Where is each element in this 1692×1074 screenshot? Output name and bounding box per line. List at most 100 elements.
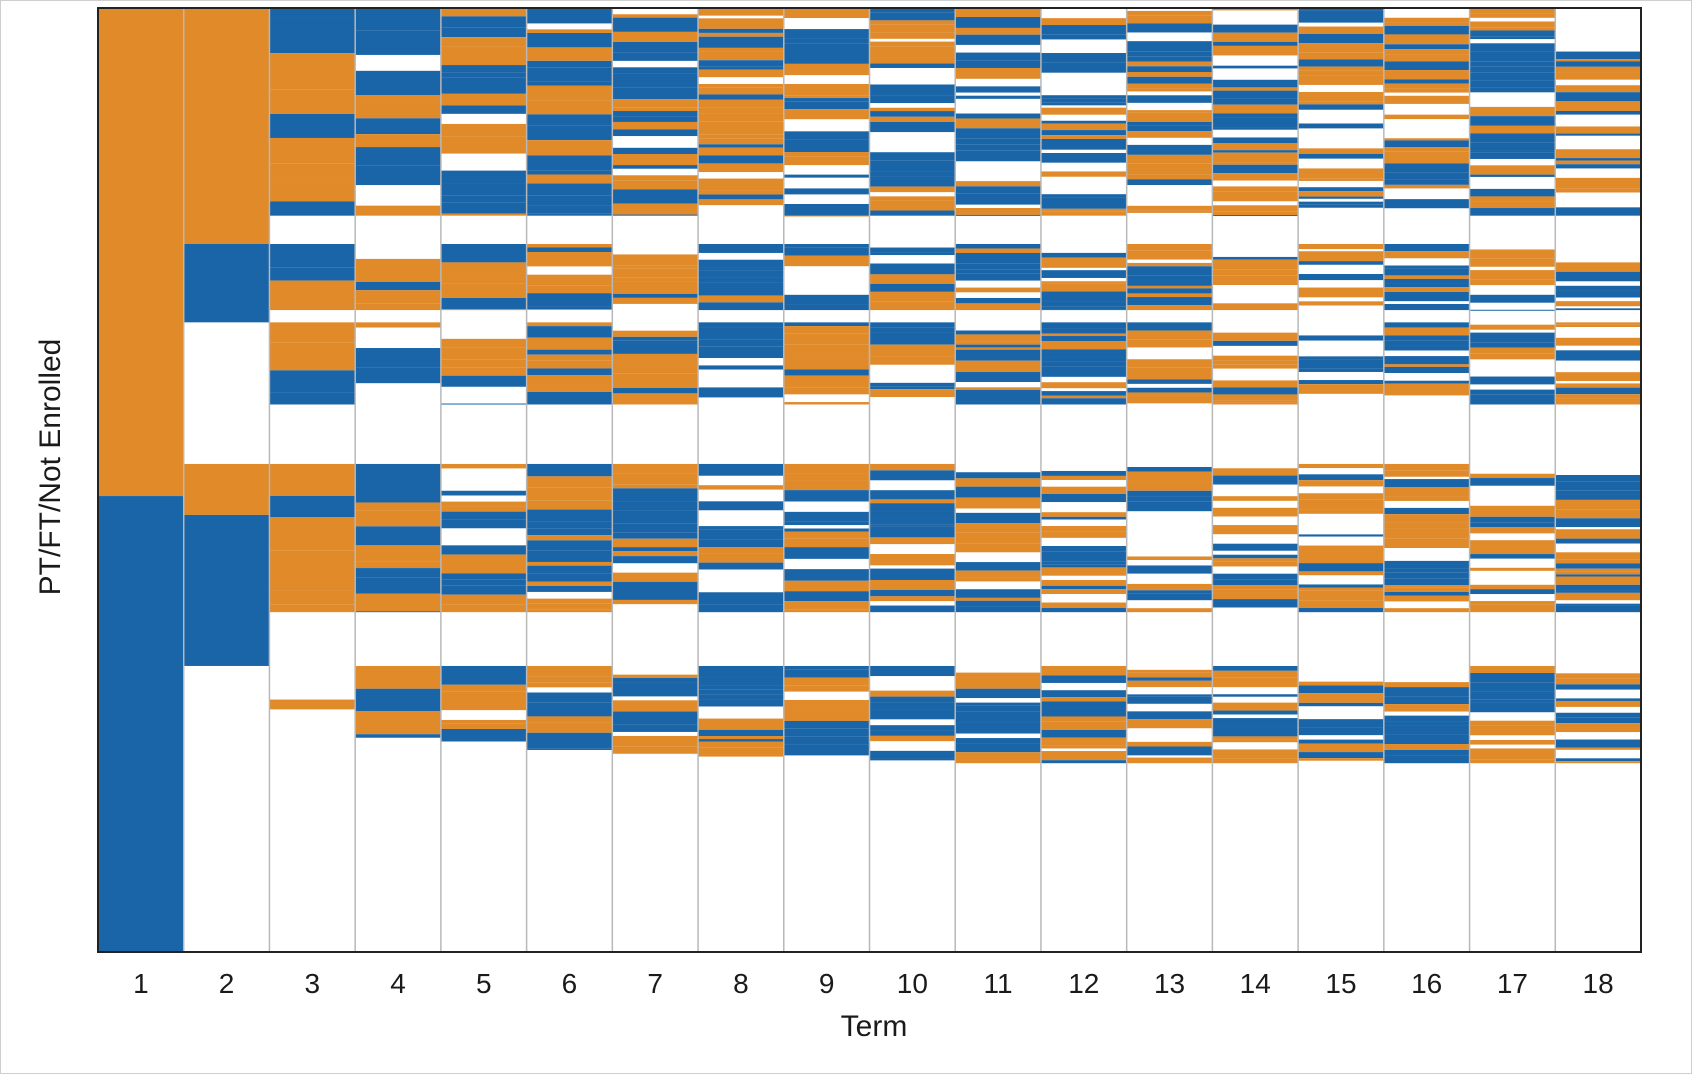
- term12-stripe-47: [1040, 512, 1127, 517]
- term12-stripe-63: [1040, 679, 1127, 683]
- term9-stripe-58: [783, 736, 870, 745]
- term10-stripe-5: [869, 41, 956, 47]
- term10-stripe-43: [869, 503, 956, 512]
- term5-stripe-30: [440, 490, 527, 496]
- term16-stripe-72: [1383, 725, 1470, 735]
- term3-stripe-12: [269, 322, 356, 343]
- term12-stripe-24: [1040, 283, 1127, 292]
- term17-stripe-14: [1469, 116, 1556, 126]
- term12-stripe-54: [1040, 564, 1127, 568]
- term16-stripe-75: [1383, 749, 1470, 756]
- term16-stripe-64: [1383, 682, 1470, 688]
- term11-stripe-51: [955, 589, 1041, 598]
- term18-stripe-38: [1555, 494, 1641, 500]
- term11-stripe-21: [955, 248, 1041, 253]
- term6-stripe-0: [526, 8, 613, 24]
- term14-stripe-56: [1212, 665, 1299, 671]
- term3-stripe-21: [269, 604, 356, 613]
- term16-stripe-68: [1383, 709, 1470, 712]
- term18-stripe-55: [1555, 605, 1641, 613]
- term4-stripe-25: [355, 577, 441, 594]
- term5-stripe-25: [440, 359, 527, 368]
- term15-stripe-61: [1298, 758, 1384, 761]
- term15-stripe-20: [1298, 191, 1384, 197]
- term8-stripe-51: [698, 604, 784, 613]
- term11-stripe-32: [955, 344, 1041, 348]
- term13-stripe-12: [1126, 95, 1213, 103]
- term15-stripe-46: [1298, 571, 1384, 576]
- term12-stripe-33: [1040, 341, 1127, 350]
- x-tick-label-9: 9: [819, 968, 835, 999]
- term13-stripe-6: [1126, 61, 1213, 67]
- term9-stripe-52: [783, 685, 870, 692]
- term13-stripe-49: [1126, 490, 1213, 497]
- term14-stripe-31: [1212, 332, 1299, 341]
- term18-stripe-27: [1555, 337, 1641, 346]
- term13-stripe-5: [1126, 56, 1213, 62]
- term16-stripe-5: [1383, 49, 1470, 55]
- term9-stripe-47: [783, 601, 870, 610]
- term16-stripe-54: [1383, 538, 1470, 548]
- term17-stripe-23: [1469, 196, 1556, 202]
- term6-stripe-9: [526, 114, 613, 126]
- term5-stripe-43: [440, 684, 527, 692]
- term18-stripe-53: [1555, 592, 1641, 601]
- term14-stripe-24: [1212, 211, 1299, 216]
- term17-stripe-24: [1469, 201, 1556, 209]
- term8-stripe-44: [698, 526, 784, 530]
- term13-stripe-16: [1126, 125, 1213, 132]
- term13-stripe-10: [1126, 83, 1213, 89]
- term13-stripe-14: [1126, 112, 1213, 122]
- term17-stripe-15: [1469, 125, 1556, 134]
- term3-stripe-1: [269, 17, 356, 54]
- term12-stripe-66: [1040, 701, 1127, 709]
- term12-stripe-15: [1040, 171, 1127, 177]
- term4-stripe-19: [355, 502, 441, 511]
- term11-stripe-43: [955, 497, 1041, 509]
- term16-stripe-19: [1383, 163, 1470, 173]
- term8-stripe-41: [698, 463, 784, 476]
- term17-stripe-54: [1469, 601, 1556, 605]
- term18-stripe-59: [1555, 698, 1641, 701]
- term16-stripe-4: [1383, 44, 1470, 50]
- term8-stripe-28: [698, 259, 784, 268]
- term14-stripe-65: [1212, 739, 1299, 743]
- term6-stripe-27: [526, 326, 613, 338]
- term18-stripe-3: [1555, 66, 1641, 73]
- term7-stripe-44: [612, 510, 699, 524]
- term15-stripe-15: [1298, 148, 1384, 154]
- term8-stripe-27: [698, 244, 784, 253]
- term17-stripe-9: [1469, 66, 1556, 73]
- term6-stripe-8: [526, 100, 613, 115]
- term12-stripe-57: [1040, 585, 1127, 590]
- term8-stripe-32: [698, 282, 784, 296]
- term17-stripe-8: [1469, 61, 1556, 67]
- term11-stripe-33: [955, 347, 1041, 350]
- term16-stripe-35: [1383, 327, 1470, 336]
- term16-stripe-61: [1383, 591, 1470, 596]
- term8-stripe-3: [698, 32, 784, 37]
- term10-stripe-51: [869, 580, 956, 590]
- term8-stripe-36: [698, 327, 784, 340]
- term12-stripe-20: [1040, 252, 1127, 258]
- term8-stripe-0: [698, 8, 784, 16]
- term15-stripe-38: [1298, 480, 1384, 487]
- term7-stripe-38: [612, 468, 699, 474]
- term10-stripe-0: [869, 8, 956, 13]
- term14-stripe-60: [1212, 702, 1299, 711]
- term9-stripe-19: [783, 244, 870, 248]
- term9-stripe-5: [783, 63, 870, 76]
- term15-stripe-6: [1298, 52, 1384, 60]
- term5-stripe-33: [440, 511, 527, 520]
- term16-stripe-21: [1383, 179, 1470, 185]
- term12-stripe-60: [1040, 607, 1127, 613]
- x-tick-label-12: 12: [1068, 968, 1099, 999]
- term18-stripe-18: [1555, 207, 1641, 216]
- term6-stripe-2: [526, 33, 613, 48]
- term5-stripe-23: [440, 338, 527, 348]
- term8-stripe-22: [698, 163, 784, 173]
- term13-stripe-31: [1126, 288, 1213, 294]
- term14-stripe-22: [1212, 191, 1299, 202]
- term18-stripe-63: [1555, 723, 1641, 733]
- term4-stripe-21: [355, 526, 441, 546]
